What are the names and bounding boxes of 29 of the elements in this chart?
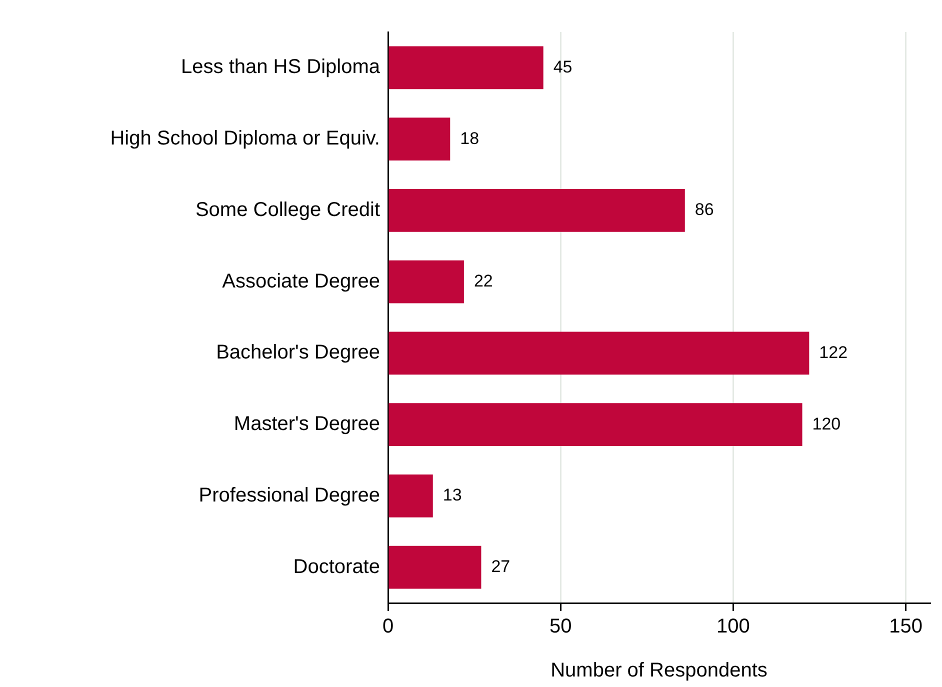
data-label: 45 bbox=[553, 57, 572, 76]
y-tick-label: Associate Degree bbox=[222, 270, 380, 292]
bar bbox=[388, 260, 464, 304]
data-label: 86 bbox=[694, 200, 714, 220]
data-label: 27 bbox=[491, 557, 510, 576]
data-label: 122 bbox=[819, 342, 848, 362]
bar bbox=[388, 332, 810, 375]
data-label: 120 bbox=[812, 414, 841, 434]
bar bbox=[388, 189, 685, 232]
bar bbox=[388, 546, 482, 589]
y-tick-label: Doctorate bbox=[293, 556, 380, 578]
y-tick-label: High School Diploma or Equiv. bbox=[110, 128, 380, 150]
y-tick-label: Some College Credit bbox=[195, 198, 380, 221]
x-axis-title: Number of Respondents bbox=[550, 660, 768, 682]
y-tick-label: Master's Degree bbox=[234, 413, 380, 436]
x-tick-label: 50 bbox=[549, 616, 572, 638]
data-label: 22 bbox=[474, 272, 493, 290]
data-label: 18 bbox=[460, 128, 480, 148]
x-tick-label: 150 bbox=[889, 616, 923, 638]
bar bbox=[388, 474, 433, 518]
y-tick-label: Professional Degree bbox=[198, 484, 380, 506]
bar bbox=[388, 46, 544, 90]
x-tick-label: 100 bbox=[716, 616, 750, 638]
data-label: 13 bbox=[442, 486, 462, 505]
bar bbox=[388, 118, 450, 160]
y-tick-label: Less than HS Diploma bbox=[181, 56, 381, 78]
y-tick-label: Bachelor's Degree bbox=[216, 342, 380, 364]
x-tick-label: 0 bbox=[382, 616, 394, 638]
bar bbox=[388, 403, 802, 446]
